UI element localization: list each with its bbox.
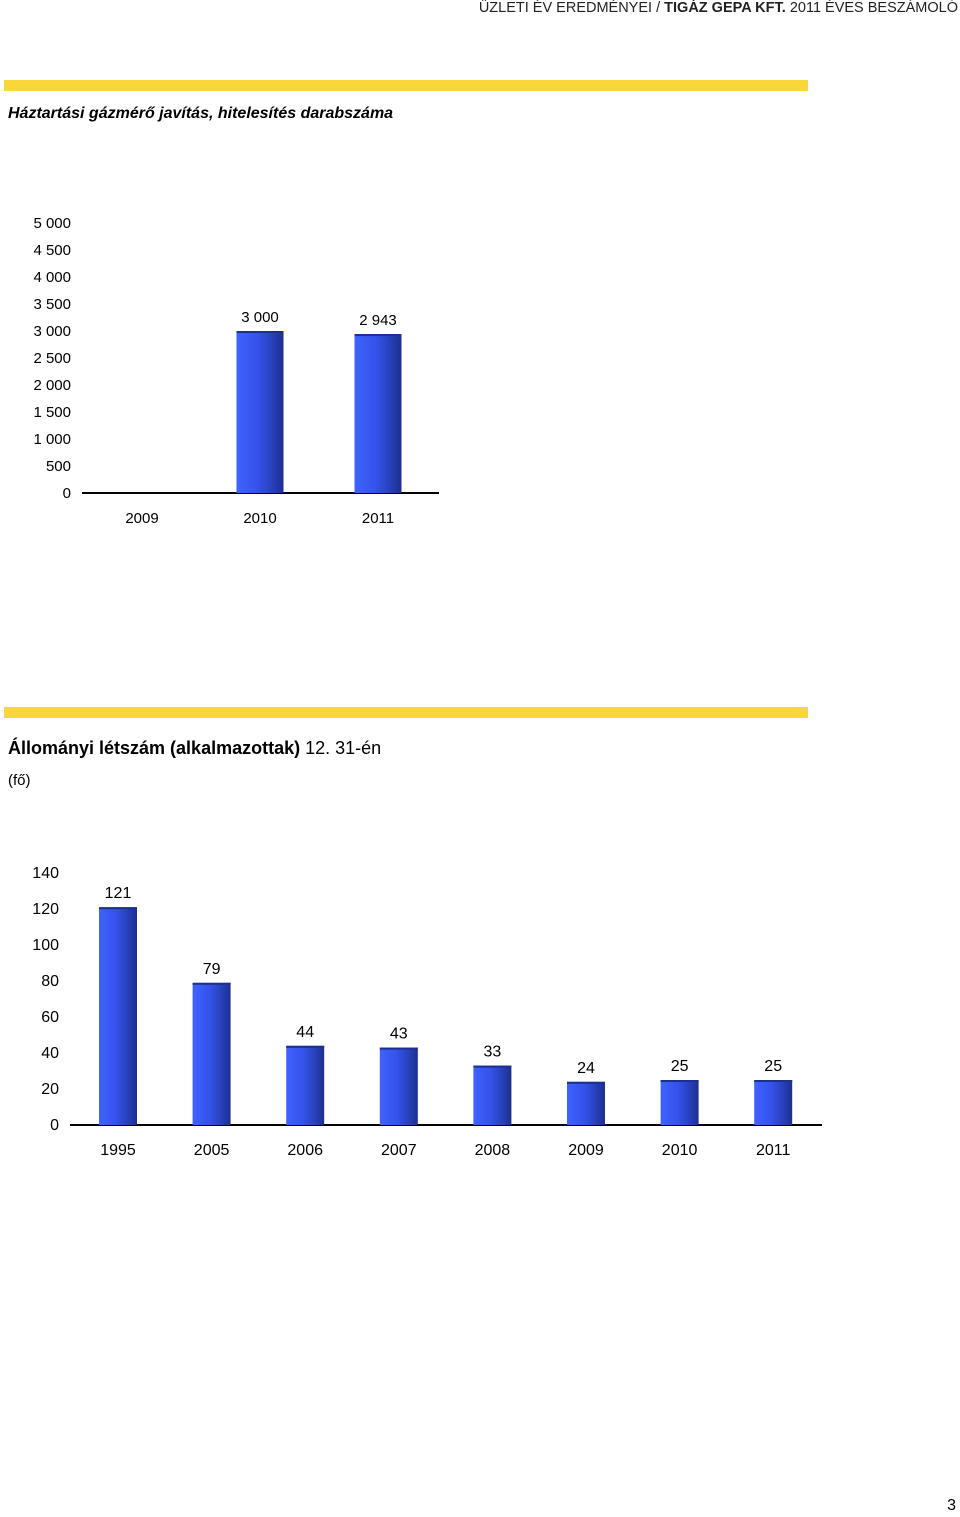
chart2-bar: [99, 907, 137, 1125]
chart1-ytick: 1 500: [33, 404, 71, 421]
chart2-ytick: 40: [41, 1045, 59, 1062]
chart1-bar: [236, 331, 284, 493]
chart1-bar-top: [236, 331, 284, 333]
chart2-title-main: Állományi létszám (alkalmazottak): [8, 738, 301, 758]
chart2-bar: [286, 1045, 325, 1125]
chart2-value-label: 24: [577, 1060, 595, 1077]
chart2-headcount: 0 20 40 60 80 100 120 140 121 1995 79 2005 44 2006 43 2…: [32, 865, 822, 1159]
chart1-category-label: 2010: [243, 510, 276, 527]
header-prefix: ÜZLETI ÉV EREDMÉNYEI /: [478, 0, 665, 16]
chart1-bar: [354, 334, 402, 493]
chart1-ytick: 0: [63, 485, 71, 502]
chart1-ytick: 4 000: [33, 269, 71, 286]
chart1-bar-top: [354, 334, 402, 337]
chart2-category-label: 2011: [756, 1142, 791, 1159]
chart2-bar: [754, 1080, 793, 1125]
chart2-ytick: 80: [41, 973, 59, 990]
chart2-value-label: 79: [203, 961, 221, 978]
chart1-ytick: 3 000: [33, 323, 71, 340]
chart1-ytick: 2 500: [33, 350, 71, 367]
chart2-value-label: 44: [296, 1024, 314, 1041]
chart2-category-label: 2008: [475, 1142, 511, 1159]
chart2-category-label: 2005: [194, 1142, 230, 1159]
chart2-category-label: 2010: [662, 1142, 698, 1159]
chart2-bar-top: [379, 1047, 418, 1050]
chart2-value-label: 25: [764, 1058, 782, 1075]
chart1-category-label: 2011: [362, 510, 394, 527]
chart2-ytick: 60: [41, 1009, 59, 1026]
chart2-bar: [567, 1081, 605, 1125]
chart1-title: Háztartási gázmérő javítás, hitelesítés …: [8, 105, 394, 122]
chart2-bar: [379, 1047, 418, 1125]
chart1-ytick: 2 000: [33, 377, 71, 394]
chart1-gas-meter-repairs: 0 500 1 000 1 500 2 000 2 500 3 000 3 500 4 000 4…: [33, 215, 439, 527]
chart1-category-label: 2009: [125, 510, 158, 527]
chart2-category-label: 1995: [100, 1142, 136, 1159]
header-company: TIGÁZ GEPA KFT.: [664, 0, 786, 16]
chart1-ytick: 3 500: [33, 296, 71, 313]
chart2-title: Állományi létszám (alkalmazottak) 12. 31…: [8, 738, 381, 759]
chart2-value-label: 121: [105, 885, 132, 902]
page-header: ÜZLETI ÉV EREDMÉNYEI / TIGÁZ GEPA KFT. 2…: [479, 0, 958, 16]
chart2-value-label: 25: [671, 1058, 689, 1075]
chart1-ytick: 500: [46, 458, 71, 475]
chart2-ytick: 0: [50, 1117, 59, 1134]
chart2-subtitle: (fő): [8, 772, 31, 789]
chart1-ytick: 5 000: [33, 215, 71, 232]
chart2-title-date: 12. 31-én: [300, 738, 382, 758]
chart2-bar-top: [567, 1081, 605, 1084]
chart1-ytick: 4 500: [33, 242, 71, 259]
chart2-bar-top: [99, 907, 137, 910]
chart2-bar-top: [660, 1080, 699, 1082]
chart2-bar: [192, 982, 231, 1125]
chart2-bar: [473, 1065, 512, 1125]
chart2-category-label: 2009: [568, 1142, 604, 1159]
chart2-value-label: 43: [390, 1026, 408, 1043]
chart2-ytick: 20: [41, 1081, 59, 1098]
chart2-ytick: 100: [32, 937, 59, 954]
chart1-value-label: 3 000: [241, 309, 279, 326]
section-rule-1: [4, 80, 808, 91]
header-suffix: 2011 ÉVES BESZÁMOLÓ: [785, 0, 958, 16]
chart2-bar-top: [473, 1065, 512, 1068]
chart1-ytick: 1 000: [33, 431, 71, 448]
chart2-bar-top: [754, 1080, 793, 1082]
chart2-ytick: 120: [32, 901, 59, 918]
chart2-value-label: 33: [484, 1044, 502, 1061]
chart2-bar-top: [192, 982, 231, 985]
chart1-value-label: 2 943: [359, 312, 397, 329]
chart2-bar-top: [286, 1045, 325, 1048]
chart2-bar: [660, 1080, 699, 1125]
chart2-category-label: 2007: [381, 1142, 417, 1159]
page-number: 3: [947, 1497, 956, 1514]
chart2-ytick: 140: [32, 865, 59, 882]
section-rule-2: [4, 707, 808, 718]
chart2-category-label: 2006: [287, 1142, 323, 1159]
